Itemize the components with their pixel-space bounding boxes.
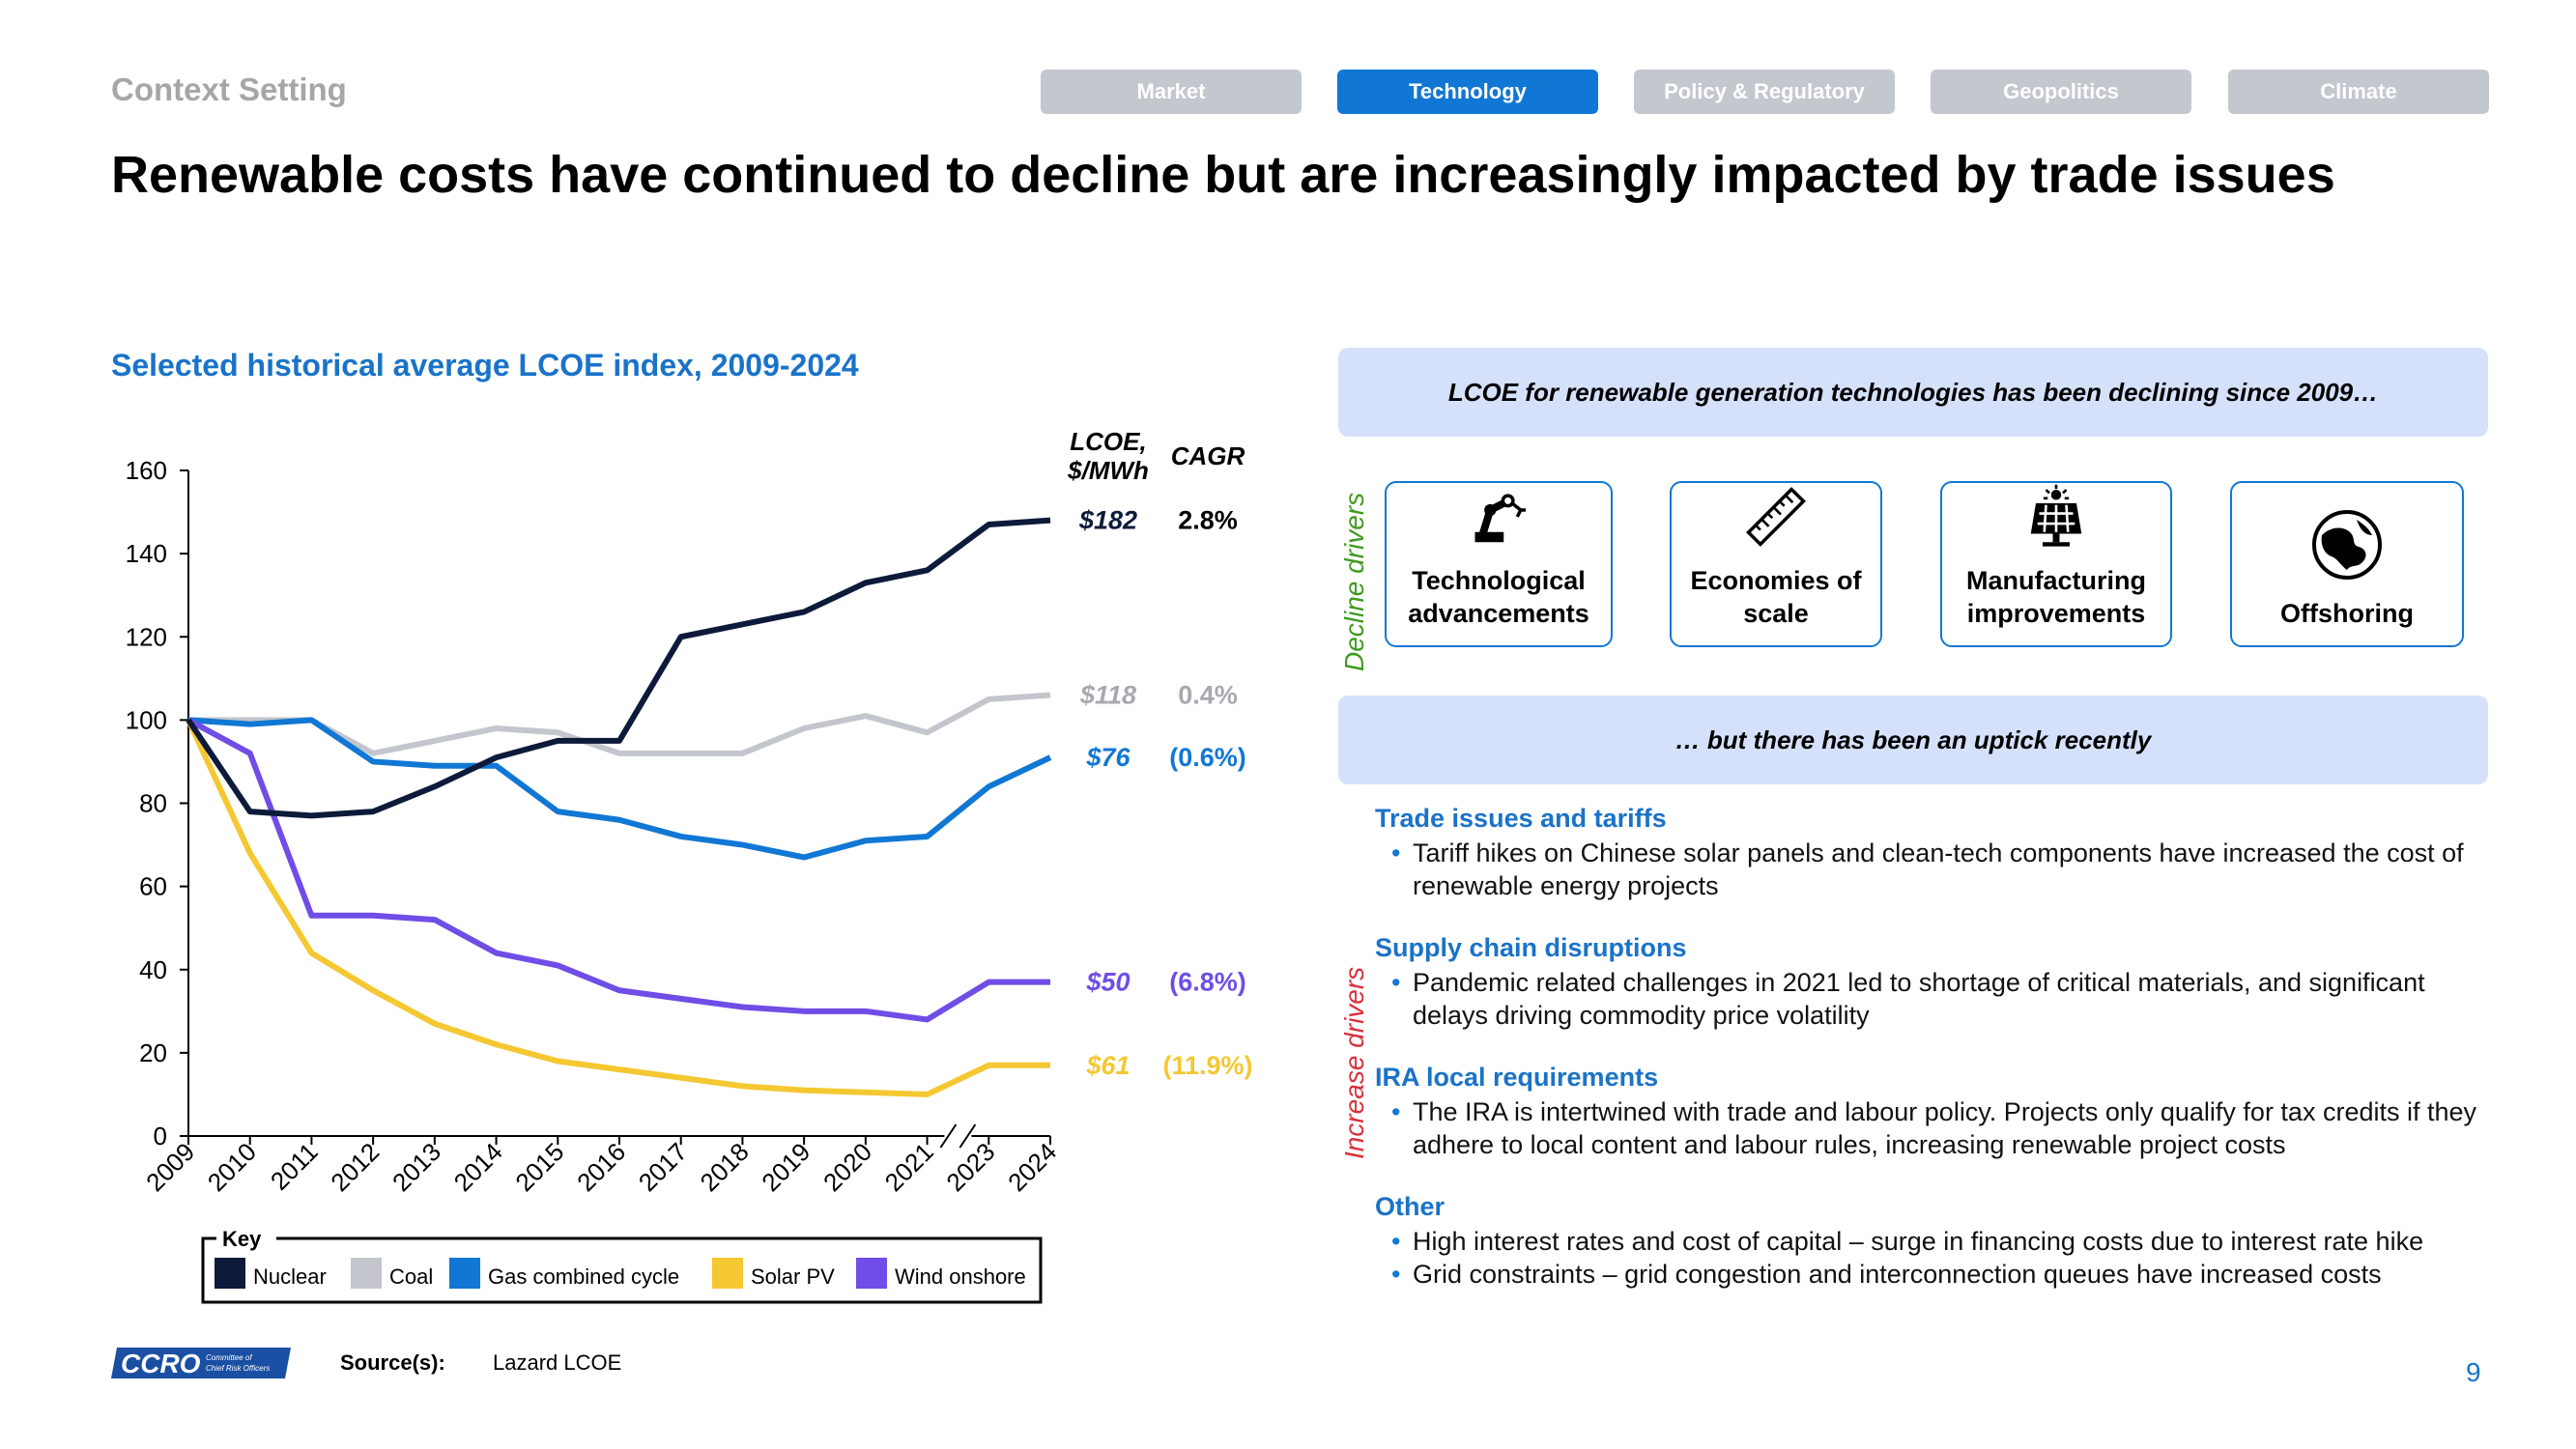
page-number: 9 [2466,1357,2481,1387]
section-heading-trade: Trade issues and tariffs [1375,804,1667,833]
x-tick-label: 2023 [940,1137,1000,1197]
solar-panel-icon [2030,484,2082,547]
legend-swatch [856,1258,887,1289]
card-label: Manufacturing improvements [1966,566,2146,628]
tab-climate[interactable]: Climate [2228,70,2489,114]
cagr-header: CAGR [1171,441,1245,470]
context-label: Context Setting [111,71,347,107]
bullet-item: Grid constraints – grid congestion and i… [1391,1258,2504,1291]
card-label: Offshoring [2280,599,2414,628]
bullet-item: High interest rates and cost of capital … [1391,1225,2504,1258]
series-line-gas-combined-cycle [187,717,1052,861]
legend-label: Gas combined cycle [488,1264,679,1289]
tab-policy-regulatory[interactable]: Policy & Regulatory [1634,70,1895,114]
banner-uptick: … but there has been an uptick recently [1338,696,2488,784]
bullet-item: Pandemic related challenges in 2021 led … [1391,966,2504,1032]
x-tick-label: 2021 [879,1137,939,1197]
banner-decline: LCOE for renewable generation technologi… [1338,348,2488,437]
legend-swatch [712,1258,743,1289]
card-manufacturing-improvements: Manufacturing improvements [1940,481,2172,647]
x-tick-label: 2015 [509,1137,569,1197]
svg-text:CCRO: CCRO [121,1349,201,1378]
axis-break-mark [959,1123,977,1149]
legend-swatch [215,1258,245,1289]
x-tick-label: 2020 [817,1137,877,1197]
y-tick-label: 60 [139,872,167,901]
series-line-wind-onshore [186,717,1050,1023]
section-heading-other: Other [1375,1192,1445,1221]
card-economies-of-scale: Economies of scale [1670,481,1882,647]
x-tick-label: 2012 [325,1137,385,1197]
decline-drivers-label: Decline drivers [1339,492,1369,671]
x-tick-label: 2009 [140,1137,200,1197]
cagr-value-label: 0.4% [1178,681,1238,710]
x-tick-label: 2017 [633,1137,693,1197]
x-tick-label: 2019 [756,1137,816,1197]
legend-title: Key [222,1227,262,1251]
legend-box [201,1236,1043,1304]
axis-break-gap [944,1132,972,1140]
legend-swatch [449,1258,480,1289]
lcoe-value-label: $118 [1079,681,1136,710]
lcoe-value-label: $76 [1085,743,1131,772]
lcoe-value-label: $61 [1085,1051,1130,1080]
y-tick-label: 140 [126,539,167,568]
y-tick-label: 80 [139,789,167,818]
y-tick-label: 160 [126,456,167,485]
svg-text:Chief Risk Officers: Chief Risk Officers [206,1364,270,1373]
lcoe-value-label: $50 [1085,968,1130,997]
section-heading-supply-chain: Supply chain disruptions [1375,933,1687,962]
legend-label: Solar PV [751,1264,835,1289]
y-tick-label: 0 [154,1122,167,1151]
lcoe-header: LCOE, $/MWh [1067,427,1149,485]
chart-title: Selected historical average LCOE index, … [111,348,859,383]
series-line-nuclear [186,517,1051,819]
ruler-icon [1746,487,1806,547]
axis-break-mark [939,1123,958,1149]
y-tick-label: 20 [139,1038,167,1067]
page-title: Renewable costs have continued to declin… [111,146,2335,204]
ccro-logo: CCRO Committee of Chief Risk Officers [111,1348,291,1378]
bullet-item: Tariff hikes on Chinese solar panels and… [1391,837,2504,902]
card-label: Technological advancements [1408,566,1589,628]
tab-technology[interactable]: Technology [1337,70,1598,114]
tab-geopolitics[interactable]: Geopolitics [1931,70,2191,114]
lcoe-value-label: $182 [1078,506,1137,535]
x-tick-label: 2011 [265,1137,324,1196]
legend-swatch [351,1258,382,1289]
cagr-value-label: (6.8%) [1169,968,1246,997]
cagr-value-label: (11.9%) [1162,1051,1252,1080]
source-label: Source(s): [340,1350,445,1375]
y-tick-label: 120 [126,622,167,651]
globe-icon [2312,510,2382,580]
y-tick-label: 40 [139,955,167,984]
legend-label: Wind onshore [895,1264,1026,1289]
x-tick-label: 2014 [448,1137,508,1197]
increase-drivers-label: Increase drivers [1339,966,1369,1159]
card-technological-advancements: Technological advancements [1385,481,1613,647]
card-label: Economies of scale [1690,566,1862,628]
x-tick-label: 2018 [695,1137,755,1197]
x-tick-label: 2013 [386,1137,446,1197]
x-tick-label: 2024 [1002,1137,1062,1197]
cagr-value-label: (0.6%) [1169,743,1246,772]
legend-label: Coal [389,1264,433,1289]
legend-title-gap [216,1225,276,1252]
x-tick-label: 2010 [202,1137,262,1197]
bullet-item: The IRA is intertwined with trade and la… [1391,1095,2504,1161]
legend-label: Nuclear [253,1264,327,1289]
svg-text:Committee of: Committee of [206,1353,252,1362]
series-line-solar-pv [186,719,1050,1097]
tab-market[interactable]: Market [1041,70,1302,114]
robot-arm-icon [1474,494,1526,543]
card-offshoring: Offshoring [2230,481,2464,647]
source-value: Lazard LCOE [493,1350,622,1375]
x-tick-label: 2016 [571,1137,631,1197]
y-tick-label: 100 [126,705,167,734]
section-heading-ira: IRA local requirements [1375,1063,1659,1092]
cagr-value-label: 2.8% [1178,506,1238,535]
